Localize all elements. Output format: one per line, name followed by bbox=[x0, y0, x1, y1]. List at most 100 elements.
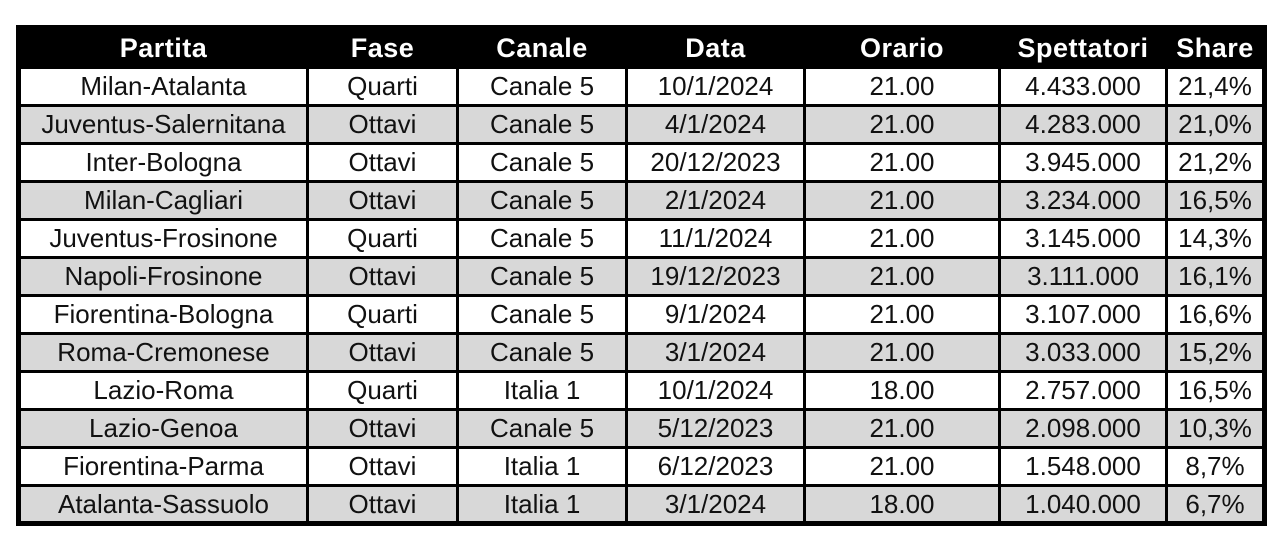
cell-orario: 21.00 bbox=[803, 66, 1001, 107]
cell-fase: Ottavi bbox=[306, 142, 459, 183]
cell-share: 21,0% bbox=[1165, 104, 1266, 145]
cell-spettatori: 4.283.000 bbox=[998, 104, 1168, 145]
cell-canale: Canale 5 bbox=[456, 294, 628, 335]
cell-canale: Italia 1 bbox=[456, 370, 628, 411]
cell-data: 10/1/2024 bbox=[625, 66, 806, 107]
cell-partita: Juventus-Salernitana bbox=[17, 104, 309, 145]
cell-share: 10,3% bbox=[1165, 408, 1266, 449]
cell-canale: Canale 5 bbox=[456, 66, 628, 107]
table-row: Milan-Cagliari Ottavi Canale 5 2/1/2024 21.0… bbox=[17, 180, 1266, 221]
cell-data: 9/1/2024 bbox=[625, 294, 806, 335]
cell-spettatori: 3.234.000 bbox=[998, 180, 1168, 221]
column-header-spettatori: Spettatori bbox=[998, 26, 1168, 69]
cell-share: 16,5% bbox=[1165, 370, 1266, 411]
cell-orario: 21.00 bbox=[803, 180, 1001, 221]
table-row: Milan-Atalanta Quarti Canale 5 10/1/2024 21.… bbox=[17, 66, 1266, 107]
cell-canale: Canale 5 bbox=[456, 142, 628, 183]
cell-orario: 21.00 bbox=[803, 256, 1001, 297]
cell-partita: Inter-Bologna bbox=[17, 142, 309, 183]
cell-spettatori: 4.433.000 bbox=[998, 66, 1168, 107]
cell-spettatori: 3.107.000 bbox=[998, 294, 1168, 335]
cell-partita: Lazio-Roma bbox=[17, 370, 309, 411]
cell-spettatori: 2.098.000 bbox=[998, 408, 1168, 449]
cell-share: 21,4% bbox=[1165, 66, 1266, 107]
cell-canale: Canale 5 bbox=[456, 218, 628, 259]
table-body: Milan-Atalanta Quarti Canale 5 10/1/2024 21.… bbox=[17, 66, 1266, 525]
cell-fase: Ottavi bbox=[306, 332, 459, 373]
cell-partita: Napoli-Frosinone bbox=[17, 256, 309, 297]
cell-share: 16,6% bbox=[1165, 294, 1266, 335]
cell-data: 19/12/2023 bbox=[625, 256, 806, 297]
cell-partita: Lazio-Genoa bbox=[17, 408, 309, 449]
cell-fase: Quarti bbox=[306, 370, 459, 411]
cell-partita: Roma-Cremonese bbox=[17, 332, 309, 373]
cell-orario: 21.00 bbox=[803, 294, 1001, 335]
table-header: Partita Fase Canale Data Orario Spettato… bbox=[17, 26, 1266, 69]
cell-share: 21,2% bbox=[1165, 142, 1266, 183]
cell-canale: Canale 5 bbox=[456, 256, 628, 297]
cell-spettatori: 3.111.000 bbox=[998, 256, 1168, 297]
cell-share: 16,1% bbox=[1165, 256, 1266, 297]
table-row: Fiorentina-Parma Ottavi Italia 1 6/12/2023 2… bbox=[17, 446, 1266, 487]
cell-spettatori: 1.548.000 bbox=[998, 446, 1168, 487]
cell-fase: Quarti bbox=[306, 66, 459, 107]
table-row: Napoli-Frosinone Ottavi Canale 5 19/12/2023… bbox=[17, 256, 1266, 297]
cell-share: 8,7% bbox=[1165, 446, 1266, 487]
cell-fase: Ottavi bbox=[306, 104, 459, 145]
cell-data: 3/1/2024 bbox=[625, 484, 806, 525]
column-header-data: Data bbox=[625, 26, 806, 69]
cell-spettatori: 1.040.000 bbox=[998, 484, 1168, 525]
cell-orario: 18.00 bbox=[803, 370, 1001, 411]
table-row: Fiorentina-Bologna Quarti Canale 5 9/1/2024… bbox=[17, 294, 1266, 335]
cell-share: 16,5% bbox=[1165, 180, 1266, 221]
cell-fase: Ottavi bbox=[306, 446, 459, 487]
cell-orario: 21.00 bbox=[803, 104, 1001, 145]
cell-orario: 21.00 bbox=[803, 332, 1001, 373]
cell-share: 14,3% bbox=[1165, 218, 1266, 259]
cell-orario: 18.00 bbox=[803, 484, 1001, 525]
cell-spettatori: 2.757.000 bbox=[998, 370, 1168, 411]
cell-data: 11/1/2024 bbox=[625, 218, 806, 259]
table-row: Inter-Bologna Ottavi Canale 5 20/12/2023 21.… bbox=[17, 142, 1266, 183]
cell-data: 10/1/2024 bbox=[625, 370, 806, 411]
cell-canale: Italia 1 bbox=[456, 446, 628, 487]
cell-orario: 21.00 bbox=[803, 408, 1001, 449]
cell-data: 4/1/2024 bbox=[625, 104, 806, 145]
column-header-orario: Orario bbox=[803, 26, 1001, 69]
cell-fase: Ottavi bbox=[306, 256, 459, 297]
cell-data: 2/1/2024 bbox=[625, 180, 806, 221]
cell-fase: Ottavi bbox=[306, 408, 459, 449]
cell-share: 6,7% bbox=[1165, 484, 1266, 525]
cell-canale: Canale 5 bbox=[456, 408, 628, 449]
cell-canale: Italia 1 bbox=[456, 484, 628, 525]
column-header-share: Share bbox=[1165, 26, 1266, 69]
cell-data: 3/1/2024 bbox=[625, 332, 806, 373]
cell-orario: 21.00 bbox=[803, 218, 1001, 259]
table-row: Juventus-Frosinone Quarti Canale 5 11/1/202… bbox=[17, 218, 1266, 259]
cell-spettatori: 3.145.000 bbox=[998, 218, 1168, 259]
cell-fase: Ottavi bbox=[306, 180, 459, 221]
cell-partita: Milan-Atalanta bbox=[17, 66, 309, 107]
cell-data: 5/12/2023 bbox=[625, 408, 806, 449]
cell-partita: Fiorentina-Parma bbox=[17, 446, 309, 487]
tv-ratings-table: Partita Fase Canale Data Orario Spettato… bbox=[16, 25, 1267, 526]
cell-partita: Atalanta-Sassuolo bbox=[17, 484, 309, 525]
cell-orario: 21.00 bbox=[803, 142, 1001, 183]
cell-fase: Ottavi bbox=[306, 484, 459, 525]
column-header-fase: Fase bbox=[306, 26, 459, 69]
cell-spettatori: 3.945.000 bbox=[998, 142, 1168, 183]
column-header-canale: Canale bbox=[456, 26, 628, 69]
cell-orario: 21.00 bbox=[803, 446, 1001, 487]
cell-canale: Canale 5 bbox=[456, 332, 628, 373]
cell-spettatori: 3.033.000 bbox=[998, 332, 1168, 373]
header-row: Partita Fase Canale Data Orario Spettato… bbox=[17, 26, 1266, 69]
cell-canale: Canale 5 bbox=[456, 104, 628, 145]
table-row: Juventus-Salernitana Ottavi Canale 5 4/1/20… bbox=[17, 104, 1266, 145]
cell-partita: Fiorentina-Bologna bbox=[17, 294, 309, 335]
cell-fase: Quarti bbox=[306, 218, 459, 259]
table-row: Lazio-Roma Quarti Italia 1 10/1/2024 18.00 2.… bbox=[17, 370, 1266, 411]
cell-partita: Juventus-Frosinone bbox=[17, 218, 309, 259]
table-row: Roma-Cremonese Ottavi Canale 5 3/1/2024 21.0… bbox=[17, 332, 1266, 373]
cell-partita: Milan-Cagliari bbox=[17, 180, 309, 221]
cell-fase: Quarti bbox=[306, 294, 459, 335]
